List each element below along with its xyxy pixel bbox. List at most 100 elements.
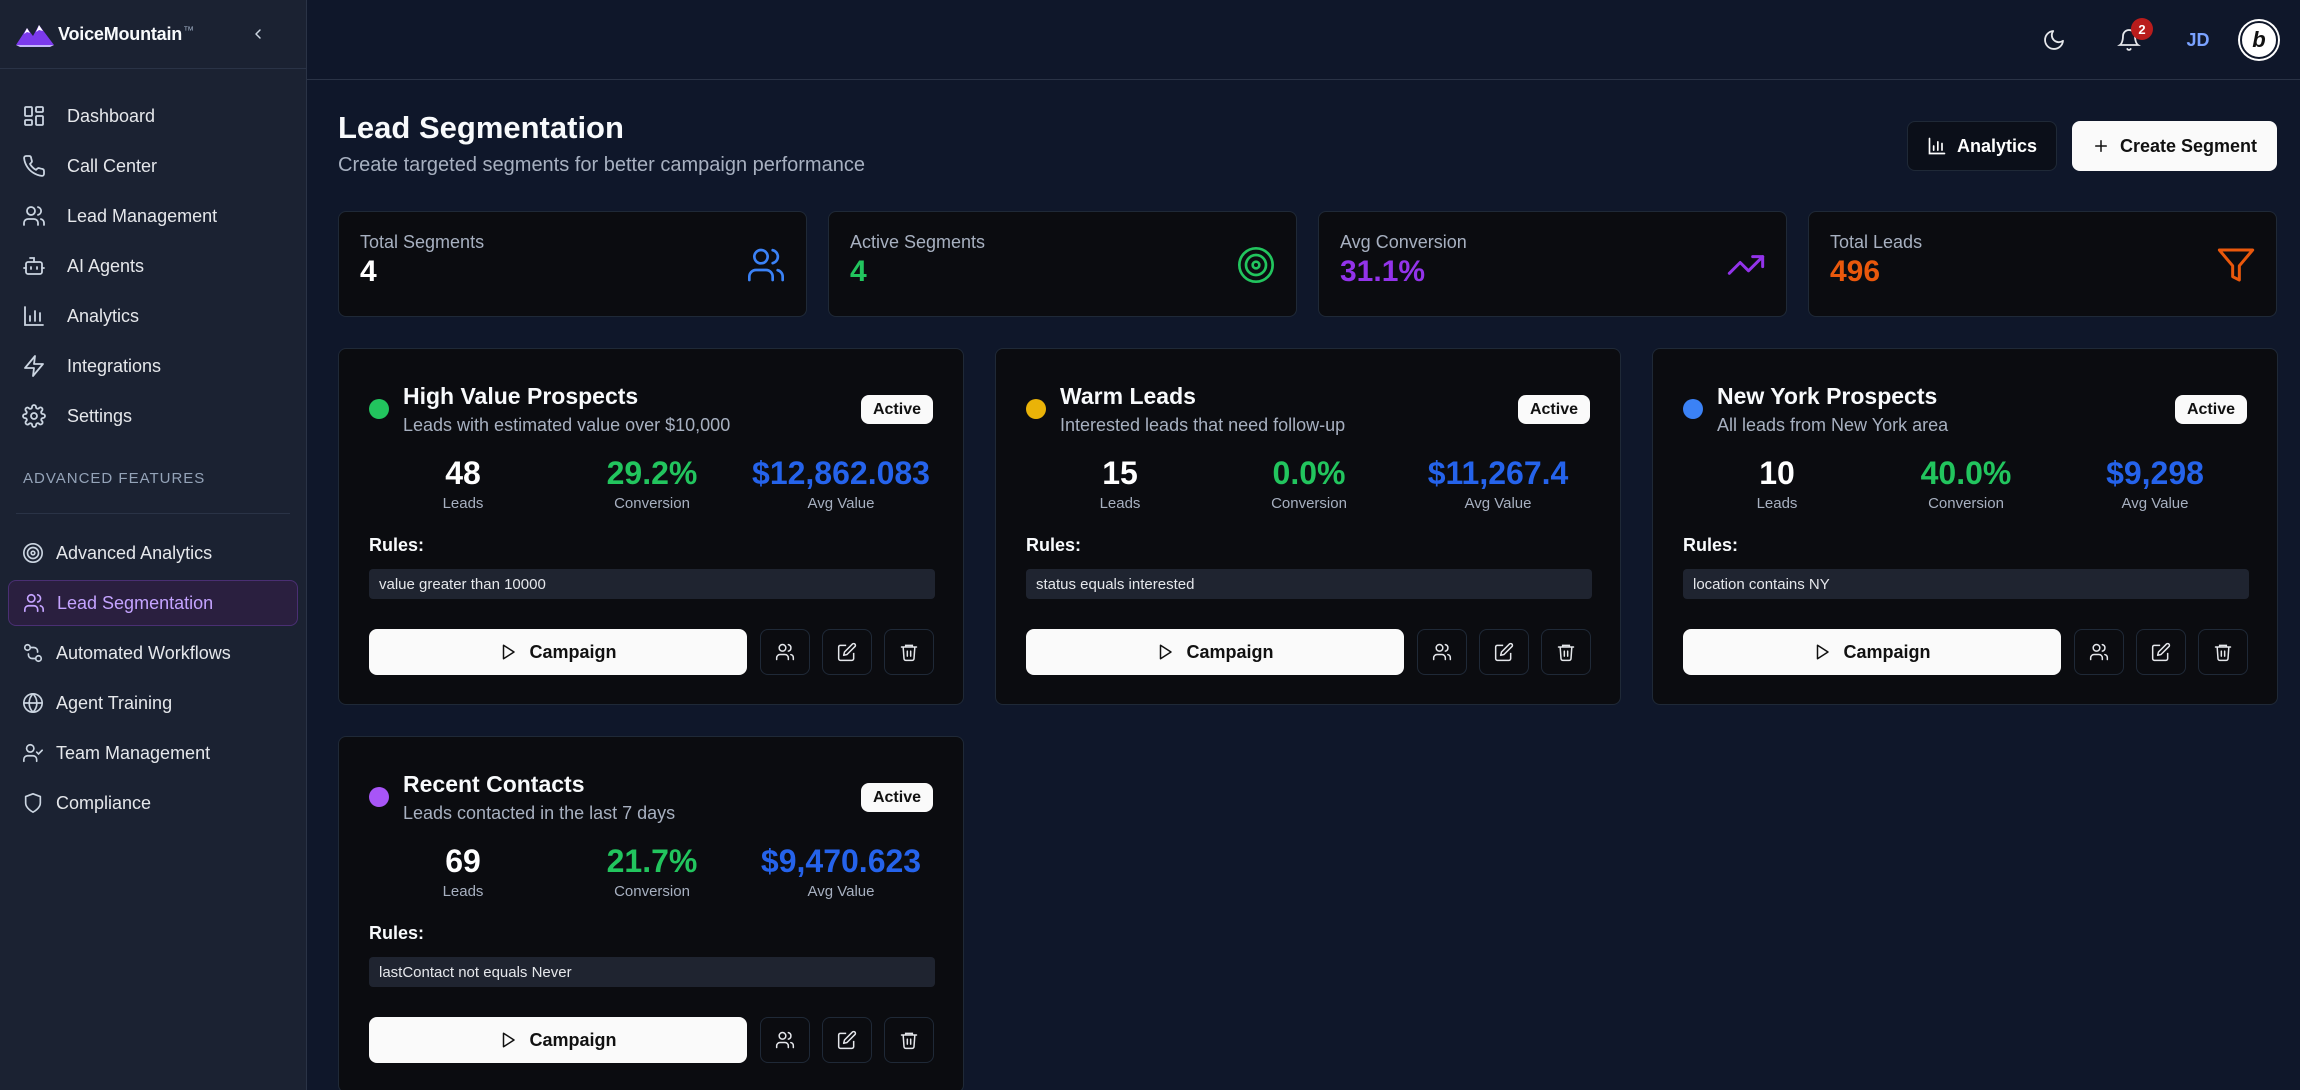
create-segment-label: Create Segment (2119, 135, 2258, 156)
campaign-button[interactable]: Campaign (369, 629, 747, 675)
metric-label: Conversion (614, 883, 690, 900)
sidebar: VoiceMountain ™ Dashboard Call Center Le… (0, 0, 307, 1090)
metric-label: Avg Value (1464, 495, 1532, 512)
phone-icon (22, 154, 46, 178)
create-segment-button[interactable]: Create Segment (2072, 121, 2277, 171)
shield-icon (22, 792, 44, 814)
campaign-button[interactable]: Campaign (1026, 629, 1404, 675)
segment-color-dot (1026, 399, 1046, 419)
status-badge: Active (860, 783, 933, 812)
view-leads-button[interactable] (1417, 629, 1467, 675)
sidebar-item-advanced-analytics[interactable]: Advanced Analytics (8, 530, 298, 576)
users-icon (775, 1031, 795, 1049)
sidebar-item-agent-training[interactable]: Agent Training (8, 680, 298, 726)
campaign-button-label: Campaign (1843, 641, 1931, 662)
dashboard-icon (22, 104, 46, 128)
bot-icon (22, 254, 46, 278)
sidebar-item-ai-agents[interactable]: AI Agents (8, 243, 298, 289)
collapse-sidebar-button[interactable] (250, 26, 266, 42)
chevron-left-icon (255, 29, 261, 39)
metric-value: 15 (1102, 455, 1138, 491)
sidebar-item-label: Dashboard (67, 105, 156, 126)
edit-segment-button[interactable] (1479, 629, 1529, 675)
bell-icon (2117, 29, 2141, 51)
topbar: 2 JD b (307, 0, 2300, 80)
main-nav: Dashboard Call Center Lead Management AI… (0, 69, 306, 439)
mountain-logo-icon (14, 19, 56, 49)
sidebar-item-settings[interactable]: Settings (8, 393, 298, 439)
metric-conversion: 0.0% Conversion (1215, 455, 1403, 512)
delete-segment-button[interactable] (884, 629, 934, 675)
view-leads-button[interactable] (760, 629, 810, 675)
campaign-button[interactable]: Campaign (1683, 629, 2061, 675)
sidebar-item-analytics[interactable]: Analytics (8, 293, 298, 339)
main-content: Lead Segmentation Create targeted segmen… (307, 80, 2300, 1090)
delete-segment-button[interactable] (884, 1017, 934, 1063)
play-icon (1817, 644, 1830, 660)
rules-label: Rules: (1683, 535, 1739, 555)
metric-leads: 48 Leads (369, 455, 557, 512)
campaign-button-label: Campaign (529, 641, 617, 662)
segment-metrics: 10 Leads 40.0% Conversion $9,298 Avg Value (1683, 455, 2249, 512)
rules-label: Rules: (1026, 535, 1082, 555)
delete-segment-button[interactable] (2198, 629, 2248, 675)
edit-segment-button[interactable] (2136, 629, 2186, 675)
sidebar-item-team-management[interactable]: Team Management (8, 730, 298, 776)
sidebar-item-lead-management[interactable]: Lead Management (8, 193, 298, 239)
sidebar-item-integrations[interactable]: Integrations (8, 343, 298, 389)
brand-name: VoiceMountain (58, 23, 183, 44)
trash-icon (900, 1032, 918, 1050)
status-badge: Active (2174, 395, 2247, 424)
analytics-button[interactable]: Analytics (1907, 121, 2057, 171)
plus-icon (2094, 140, 2107, 152)
rule-item: status equals interested (1026, 569, 1592, 599)
users-icon (22, 204, 46, 228)
page-title: Lead Segmentation (338, 110, 624, 145)
metric-avg-value: $11,267.4 Avg Value (1404, 455, 1592, 512)
sidebar-item-label: Team Management (56, 742, 211, 763)
view-leads-button[interactable] (2074, 629, 2124, 675)
metric-label: Leads (1756, 495, 1798, 512)
stat-label: Active Segments (850, 232, 986, 252)
segment-name: Warm Leads (1060, 383, 1196, 409)
advanced-nav: Advanced Analytics Lead Segmentation Aut… (0, 530, 306, 826)
segment-card: New York Prospects All leads from New Yo… (1652, 348, 2278, 705)
notifications-button[interactable]: 2 (2109, 18, 2153, 60)
trademark-mark: ™ (183, 25, 195, 37)
sidebar-item-call-center[interactable]: Call Center (8, 143, 298, 189)
bar-chart-icon (1928, 137, 1946, 155)
metric-value: 48 (445, 455, 481, 491)
view-leads-button[interactable] (760, 1017, 810, 1063)
metric-conversion: 29.2% Conversion (558, 455, 746, 512)
stat-label: Total Segments (360, 232, 485, 252)
target-icon (1236, 245, 1276, 285)
segment-card: Recent Contacts Leads contacted in the l… (338, 736, 964, 1090)
org-avatar[interactable]: b (2240, 21, 2278, 59)
sidebar-item-label: Settings (67, 405, 133, 426)
sidebar-item-label: Call Center (67, 155, 158, 176)
gear-icon (22, 404, 46, 428)
edit-segment-button[interactable] (822, 629, 872, 675)
theme-toggle-button[interactable] (2034, 20, 2074, 60)
play-icon (503, 1032, 516, 1048)
metric-avg-value: $9,470.623 Avg Value (747, 843, 935, 900)
trash-icon (2214, 644, 2232, 662)
campaign-button[interactable]: Campaign (369, 1017, 747, 1063)
edit-segment-button[interactable] (822, 1017, 872, 1063)
delete-segment-button[interactable] (1541, 629, 1591, 675)
users-icon (2089, 643, 2109, 661)
segment-color-dot (369, 787, 389, 807)
users-icon (1432, 643, 1452, 661)
sidebar-item-compliance[interactable]: Compliance (8, 780, 298, 826)
metric-label: Avg Value (2121, 495, 2189, 512)
segment-metrics: 69 Leads 21.7% Conversion $9,470.623 Avg Va… (369, 843, 935, 900)
stat-label: Avg Conversion (1340, 232, 1467, 252)
metric-avg-value: $9,298 Avg Value (2061, 455, 2249, 512)
sidebar-item-automated-workflows[interactable]: Automated Workflows (8, 630, 298, 676)
user-avatar[interactable]: JD (2178, 20, 2218, 60)
sidebar-item-dashboard[interactable]: Dashboard (8, 93, 298, 139)
moon-icon (2044, 30, 2064, 50)
metric-value: $11,267.4 (1427, 455, 1569, 491)
sidebar-item-lead-segmentation[interactable]: Lead Segmentation (8, 580, 298, 626)
play-icon (503, 644, 516, 660)
